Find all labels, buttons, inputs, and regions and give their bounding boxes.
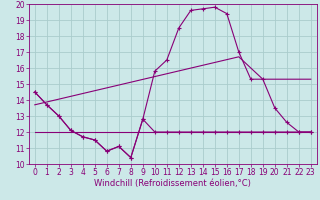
X-axis label: Windchill (Refroidissement éolien,°C): Windchill (Refroidissement éolien,°C) <box>94 179 251 188</box>
